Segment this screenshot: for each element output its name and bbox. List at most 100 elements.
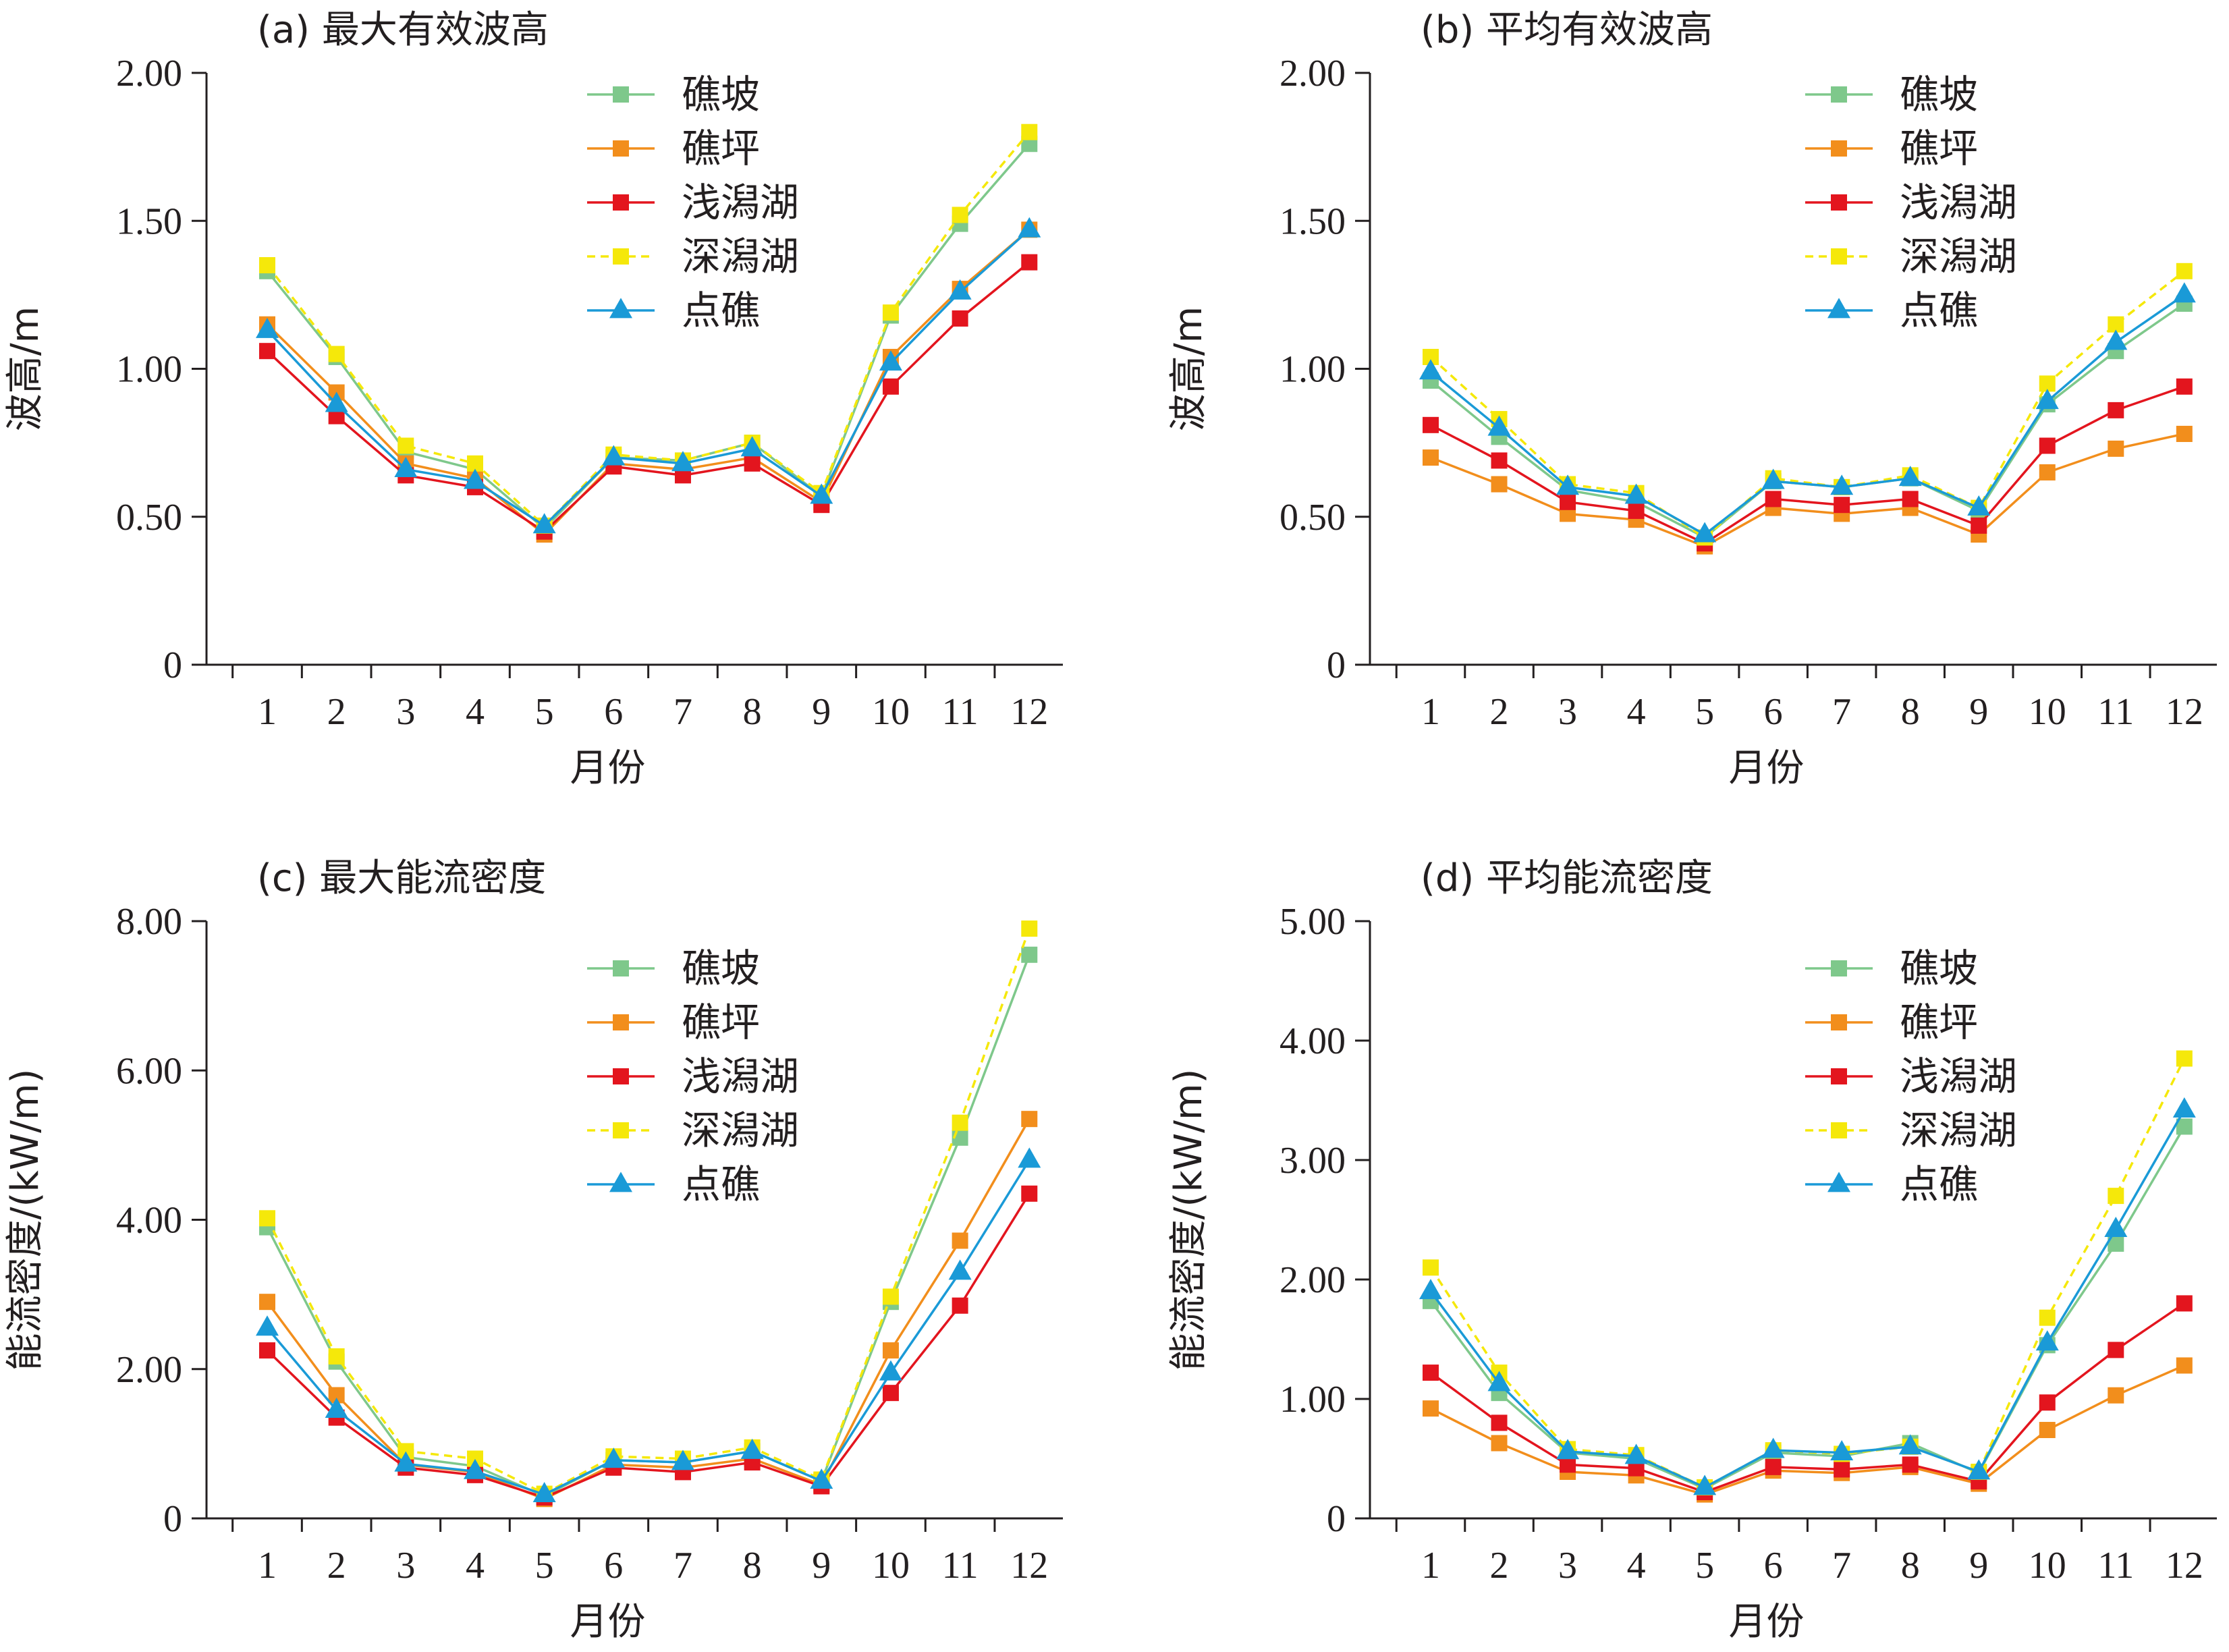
series-line bbox=[1429, 1302, 2185, 1493]
legend-label: 点礁 bbox=[1900, 1161, 1978, 1207]
data-point bbox=[952, 310, 968, 327]
series-line bbox=[1430, 433, 2185, 548]
x-axis-title: 月份 bbox=[1729, 746, 1805, 790]
x-tick-label: 7 bbox=[673, 691, 692, 733]
y-tick-label: 4.00 bbox=[1279, 1020, 1346, 1062]
x-tick-label: 3 bbox=[396, 691, 415, 733]
y-tick-label: 3.00 bbox=[1279, 1140, 1346, 1182]
data-point bbox=[2035, 1330, 2059, 1351]
data-point bbox=[1834, 497, 1850, 514]
series-2 bbox=[1423, 425, 2193, 555]
x-tick-label: 10 bbox=[2029, 1545, 2066, 1587]
x-tick-label: 8 bbox=[743, 1545, 762, 1587]
x-tick-label: 3 bbox=[1558, 1545, 1577, 1587]
legend-marker bbox=[1831, 960, 1847, 976]
data-point bbox=[1423, 449, 1439, 466]
legend-label: 浅潟湖 bbox=[682, 180, 799, 225]
legend-marker bbox=[1827, 298, 1850, 319]
x-tick-label: 11 bbox=[942, 691, 979, 733]
legend-marker bbox=[613, 140, 629, 157]
legend-marker bbox=[1831, 194, 1847, 211]
data-point bbox=[879, 350, 902, 371]
legend-label: 浅潟湖 bbox=[682, 1053, 799, 1099]
x-tick-label: 11 bbox=[2097, 1545, 2134, 1587]
series-line bbox=[1429, 270, 2185, 539]
data-point bbox=[1556, 1439, 1580, 1460]
y-tick-label: 1.00 bbox=[1279, 349, 1346, 391]
data-point bbox=[1021, 123, 1038, 140]
data-point bbox=[1761, 468, 1785, 489]
data-point bbox=[948, 279, 972, 300]
data-point bbox=[463, 468, 487, 489]
legend-marker bbox=[609, 1172, 632, 1192]
x-tick-label: 10 bbox=[872, 1545, 910, 1587]
data-point bbox=[259, 1342, 275, 1359]
data-point bbox=[1898, 1434, 1922, 1455]
legend-marker bbox=[613, 1122, 629, 1138]
data-point bbox=[882, 304, 899, 321]
data-point bbox=[952, 1114, 968, 1131]
y-axis-title: 能流密度/(kW/m) bbox=[3, 1069, 47, 1371]
x-tick-label: 1 bbox=[1421, 1545, 1440, 1587]
y-tick-label: 2.00 bbox=[116, 53, 182, 94]
legend-marker bbox=[1831, 1122, 1847, 1138]
data-point bbox=[2039, 437, 2056, 454]
series-line bbox=[1429, 1109, 2186, 1489]
series-3 bbox=[1423, 1295, 2193, 1501]
data-point bbox=[1765, 1458, 1782, 1475]
data-point bbox=[740, 436, 764, 457]
x-tick-label: 9 bbox=[1969, 1545, 1988, 1587]
y-tick-label: 2.00 bbox=[1279, 1259, 1346, 1301]
x-tick-label: 3 bbox=[396, 1545, 415, 1587]
x-tick-label: 9 bbox=[812, 1545, 831, 1587]
x-tick-label: 12 bbox=[1010, 1545, 1048, 1587]
x-tick-label: 9 bbox=[812, 691, 831, 733]
series-line bbox=[266, 1192, 1030, 1499]
series-2 bbox=[259, 1111, 1038, 1508]
data-point bbox=[671, 451, 694, 472]
data-point bbox=[1624, 483, 1648, 504]
series-1 bbox=[259, 946, 1038, 1504]
series-line bbox=[1429, 1057, 2186, 1489]
x-tick-label: 5 bbox=[535, 1545, 554, 1587]
x-tick-label: 6 bbox=[1764, 1545, 1783, 1587]
data-point bbox=[1419, 1279, 1442, 1300]
data-point bbox=[1765, 491, 1782, 507]
series-3 bbox=[259, 254, 1038, 540]
series-1 bbox=[1423, 296, 2193, 546]
legend-label: 礁坪 bbox=[682, 999, 760, 1045]
data-point bbox=[2104, 329, 2128, 350]
data-point bbox=[1423, 416, 1439, 433]
data-point bbox=[1624, 1443, 1648, 1464]
series-4 bbox=[1423, 1050, 2193, 1495]
y-tick-label: 2.00 bbox=[1279, 53, 1346, 94]
data-point bbox=[1693, 522, 1717, 543]
data-point bbox=[952, 206, 968, 223]
data-point bbox=[1761, 1437, 1785, 1458]
data-point bbox=[2176, 1357, 2193, 1374]
data-point bbox=[256, 317, 279, 338]
data-point bbox=[1830, 1440, 1854, 1461]
y-axis-title: 波高/m bbox=[3, 306, 47, 431]
x-tick-label: 2 bbox=[1490, 691, 1509, 733]
series-line bbox=[266, 229, 1030, 528]
x-axis-title: 月份 bbox=[570, 746, 646, 790]
panel-title: (c) 最大能流密度 bbox=[257, 856, 546, 900]
data-point bbox=[1971, 517, 1987, 534]
data-point bbox=[1021, 920, 1038, 937]
legend-label: 点礁 bbox=[682, 287, 760, 333]
x-tick-label: 10 bbox=[872, 691, 910, 733]
data-point bbox=[2039, 1422, 2056, 1439]
data-point bbox=[328, 346, 345, 362]
data-point bbox=[1834, 1461, 1850, 1478]
data-point bbox=[256, 1315, 279, 1336]
legend-label: 浅潟湖 bbox=[1900, 1053, 2017, 1099]
data-point bbox=[259, 1210, 275, 1227]
x-axis-title: 月份 bbox=[570, 1600, 646, 1644]
data-point bbox=[952, 1297, 968, 1314]
legend-label: 礁坪 bbox=[682, 126, 760, 171]
legend-label: 礁坡 bbox=[682, 72, 760, 117]
legend-label: 礁坡 bbox=[1900, 72, 1978, 117]
